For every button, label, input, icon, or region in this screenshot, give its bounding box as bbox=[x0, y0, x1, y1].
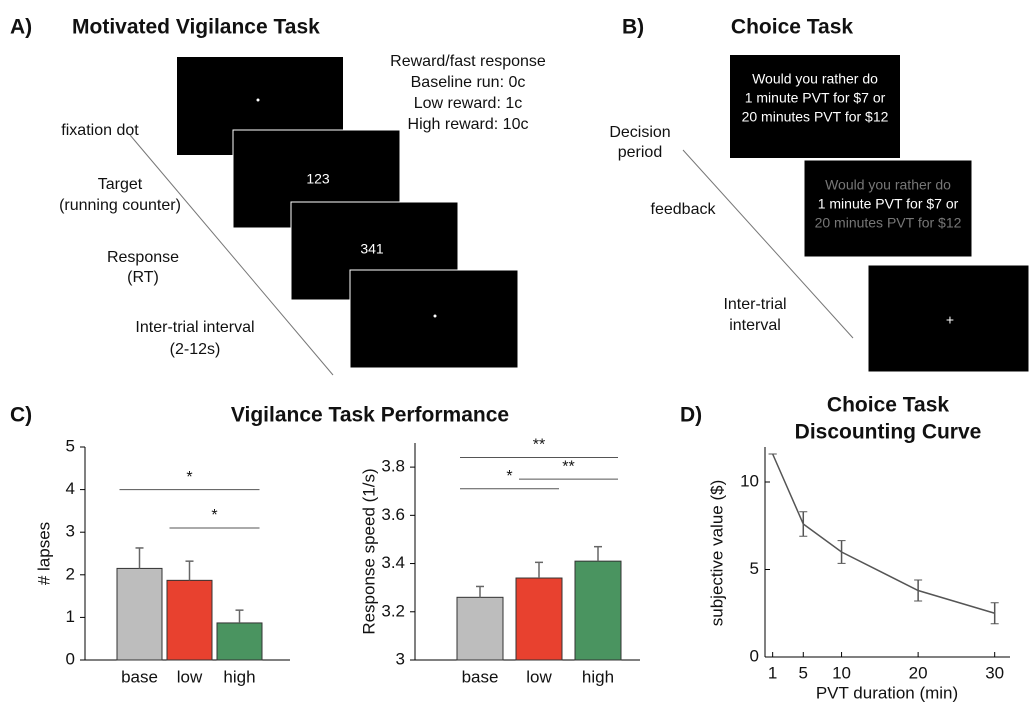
y-tick-label: 5 bbox=[750, 559, 759, 578]
reward-line: High reward: 10c bbox=[408, 116, 529, 133]
y-tick-label: 0 bbox=[66, 649, 75, 668]
x-tick-label: 30 bbox=[985, 663, 1004, 682]
screen bbox=[349, 269, 519, 369]
data-line bbox=[771, 453, 995, 614]
timeline bbox=[682, 149, 854, 339]
y-tick-label: 3.2 bbox=[381, 601, 405, 620]
x-tick-label: 20 bbox=[909, 663, 928, 682]
reward-line: Baseline run: 0c bbox=[411, 74, 526, 91]
step-label: Inter-trial bbox=[723, 296, 786, 313]
step-label: interval bbox=[729, 317, 781, 334]
x-tick-label: 10 bbox=[832, 663, 851, 682]
counter: 123 bbox=[306, 171, 330, 187]
significance-label: * bbox=[506, 468, 512, 485]
y-axis-label: subjective value ($) bbox=[707, 480, 726, 626]
y-tick-label: 3.4 bbox=[381, 553, 405, 572]
y-tick-label: 4 bbox=[66, 479, 75, 498]
question: Would you rather do bbox=[825, 177, 951, 193]
x-tick-label: 1 bbox=[768, 663, 777, 682]
significance-label: ** bbox=[533, 437, 545, 454]
bar bbox=[574, 560, 622, 661]
y-tick-label: 3.6 bbox=[381, 505, 405, 524]
x-tick-label: base bbox=[121, 667, 158, 686]
y-tick-label: 2 bbox=[66, 564, 75, 583]
reward-header: Reward/fast response bbox=[390, 53, 546, 70]
step-label: (2-12s) bbox=[170, 341, 221, 358]
bar bbox=[166, 579, 213, 661]
fixation-dot bbox=[433, 314, 437, 318]
x-tick-label: base bbox=[462, 667, 499, 686]
step-label: (running counter) bbox=[59, 197, 181, 214]
counter: 341 bbox=[360, 241, 384, 257]
significance-label: ** bbox=[562, 458, 574, 475]
panel-title: Vigilance Task Performance bbox=[231, 404, 509, 427]
screen bbox=[867, 264, 1030, 373]
y-axis-label: # lapses bbox=[34, 522, 53, 585]
y-tick-label: 3.8 bbox=[381, 457, 405, 476]
chart-title: Choice Task bbox=[827, 394, 949, 417]
step-label: Response bbox=[107, 249, 179, 266]
step-label: (RT) bbox=[127, 269, 159, 286]
panel-title: Choice Task bbox=[731, 16, 853, 39]
y-tick-label: 3 bbox=[66, 522, 75, 541]
bar bbox=[116, 567, 163, 661]
panel-label: A) bbox=[10, 16, 32, 39]
x-tick-label: high bbox=[582, 667, 614, 686]
bar bbox=[216, 622, 263, 661]
x-tick-label: low bbox=[526, 667, 552, 686]
screen bbox=[803, 159, 973, 258]
step-label: Inter-trial interval bbox=[135, 319, 254, 336]
panel-label: B) bbox=[622, 16, 644, 39]
fixation-cross: + bbox=[946, 312, 954, 328]
panel-title: Motivated Vigilance Task bbox=[72, 16, 320, 39]
bar bbox=[515, 577, 563, 661]
significance-label: * bbox=[211, 507, 217, 524]
x-tick-label: low bbox=[177, 667, 203, 686]
y-tick-label: 10 bbox=[740, 471, 759, 490]
y-tick-label: 3 bbox=[396, 649, 405, 668]
fixation-dot bbox=[256, 98, 260, 102]
question: 1 minute PVT for $7 or bbox=[745, 90, 886, 106]
step-label: Target bbox=[98, 176, 143, 193]
x-tick-label: 5 bbox=[799, 663, 808, 682]
question: 1 minute PVT for $7 or bbox=[818, 196, 959, 212]
chart-title: Discounting Curve bbox=[795, 421, 982, 444]
significance-label: * bbox=[186, 469, 192, 486]
timeline bbox=[129, 134, 334, 376]
step-label: feedback bbox=[651, 201, 717, 218]
question: 20 minutes PVT for $12 bbox=[742, 109, 889, 125]
panel-label: C) bbox=[10, 404, 32, 427]
step-label: period bbox=[618, 144, 662, 161]
screen bbox=[730, 55, 900, 158]
x-tick-label: high bbox=[223, 667, 255, 686]
y-tick-label: 0 bbox=[750, 646, 759, 665]
reward-line: Low reward: 1c bbox=[414, 95, 523, 112]
y-tick-label: 5 bbox=[66, 436, 75, 455]
y-axis-label: Response speed (1/s) bbox=[359, 468, 378, 634]
step-label: fixation dot bbox=[61, 122, 139, 139]
x-axis-label: PVT duration (min) bbox=[816, 683, 958, 702]
question: 20 minutes PVT for $12 bbox=[815, 215, 962, 231]
question: Would you rather do bbox=[752, 71, 878, 87]
panel-label: D) bbox=[680, 404, 702, 427]
y-tick-label: 1 bbox=[66, 607, 75, 626]
bar bbox=[456, 596, 504, 661]
step-label: Decision bbox=[609, 124, 670, 141]
